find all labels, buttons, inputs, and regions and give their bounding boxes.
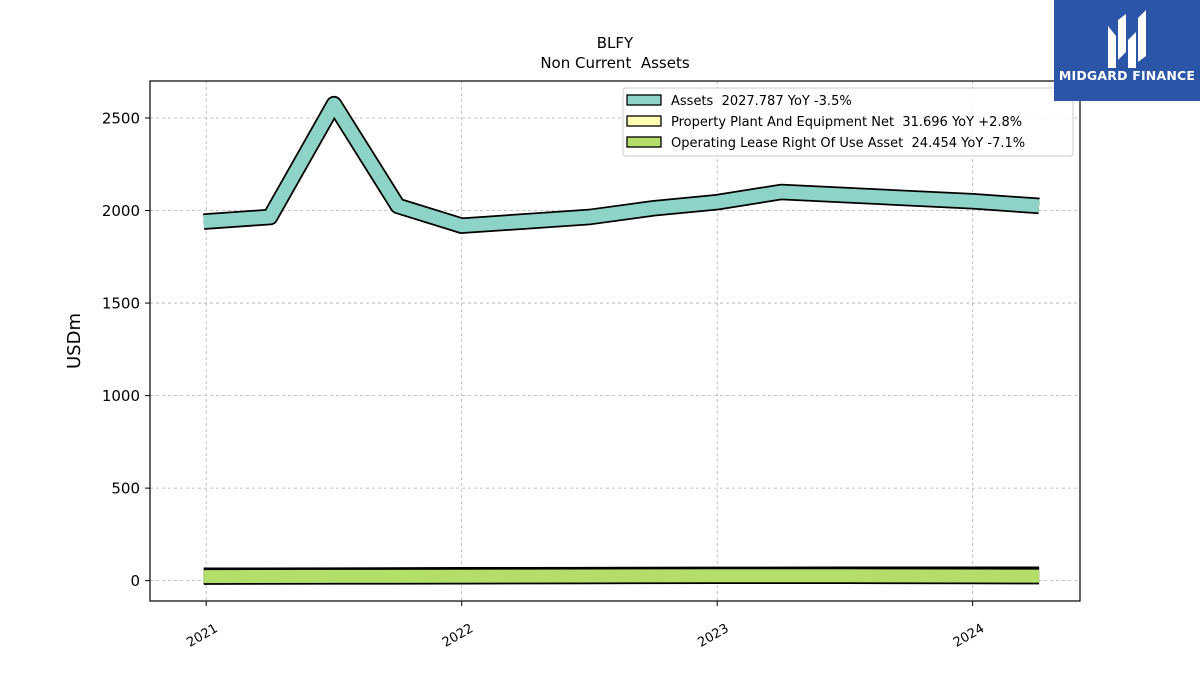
y-axis-label: USDm: [64, 313, 85, 369]
legend-box: [622, 87, 1074, 157]
x-tick-label: 2021: [184, 621, 220, 651]
x-tick-label: 2023: [695, 621, 731, 651]
legend-label: Assets 2027.787 YoY -3.5%: [671, 94, 852, 109]
legend-label: Operating Lease Right Of Use Asset 24.45…: [671, 136, 1025, 151]
series-line: [203, 97, 1040, 233]
series-group: [203, 95, 1040, 585]
legend-swatch: [626, 136, 662, 148]
series-line: [203, 569, 1040, 584]
legend-swatch: [626, 94, 662, 106]
x-tick-label: 2022: [440, 621, 476, 651]
legend-label: Property Plant And Equipment Net 31.696 …: [671, 115, 1022, 130]
y-tick-label: 1500: [102, 295, 140, 313]
y-tick-label: 500: [111, 480, 140, 498]
legend-swatch: [626, 115, 662, 127]
legend: Assets 2027.787 YoY -3.5% Property Plant …: [622, 87, 1074, 157]
x-tick-label: 2024: [951, 621, 987, 651]
plot-frame: [149, 80, 1081, 602]
brand-name: MIDGARD FINANCE: [1058, 68, 1196, 83]
x-axis: 2021 2022 2023 2024: [184, 601, 987, 651]
y-tick-label: 1000: [102, 387, 140, 405]
chart-subtitle: Non Current Assets: [540, 54, 690, 72]
y-tick-label: 0: [130, 572, 140, 590]
brand-logo: MIDGARD FINANCE: [1054, 0, 1200, 101]
chart-title: BLFY: [597, 34, 634, 52]
y-axis: 0 500 1000 1500 2000 2500: [102, 110, 150, 590]
grid: [150, 81, 1080, 601]
y-tick-label: 2000: [102, 202, 140, 220]
y-tick-label: 2500: [102, 110, 140, 128]
logo-mark-icon: [1108, 10, 1146, 68]
